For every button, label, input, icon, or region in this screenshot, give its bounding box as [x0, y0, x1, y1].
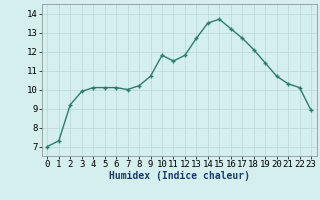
- X-axis label: Humidex (Indice chaleur): Humidex (Indice chaleur): [109, 171, 250, 181]
